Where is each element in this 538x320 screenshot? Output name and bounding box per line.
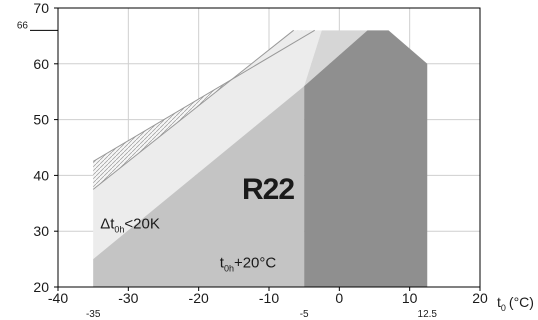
y-tick-label: 20: [33, 279, 49, 295]
region-medium-upper: [304, 30, 368, 87]
tick-labels: -40 -30 -20 -10 0 10 20 -35 -5 12.5 20 30 40 50 60 70 66: [17, 0, 488, 320]
regions: [93, 30, 428, 288]
x-tick-label: -20: [189, 290, 209, 306]
y-tick-label: 60: [33, 56, 49, 72]
x-tick-label: -10: [259, 290, 279, 306]
annotation-toh: t0h+20°C: [220, 254, 277, 273]
annotation-delta-sub: 0h: [114, 224, 124, 234]
x-tick-label: -40: [48, 290, 68, 306]
annotation-toh-main: t: [220, 254, 225, 271]
annotation-delta-rest: <20K: [124, 215, 159, 232]
annotation-delta-main: Δt: [100, 215, 115, 232]
boundary-lines: [92, 29, 315, 190]
annotation-toh-rest: +20°C: [234, 254, 276, 271]
y-tick-label: 70: [33, 0, 49, 16]
annotation-toh-sub: 0h: [224, 263, 234, 273]
x-tick-label: 20: [472, 290, 488, 306]
x-tick-label: -30: [118, 290, 138, 306]
region-dark: [304, 30, 428, 287]
region-light: [93, 30, 322, 260]
y-extra-tick-label: 66: [17, 20, 29, 31]
x-axis-label-main: t: [497, 294, 501, 310]
x-extra-tick-label: -5: [300, 309, 309, 320]
line-mid-boundary: [92, 29, 294, 190]
x-axis-label-unit: (°C): [509, 294, 534, 310]
x-extra-tick-label: -35: [86, 309, 101, 320]
x-extra-tick-label: 12.5: [418, 309, 438, 320]
x-tick-label: 0: [335, 290, 343, 306]
line-upper-boundary: [92, 29, 315, 162]
x-tick-label: 10: [402, 290, 418, 306]
y-tick-label: 50: [33, 112, 49, 128]
region-medium: [93, 86, 305, 288]
x-axis-label: t0 (°C): [497, 294, 534, 313]
x-axis-label-sub: 0: [501, 303, 506, 313]
annotation-delta: Δt0h<20K: [100, 215, 160, 234]
y-tick-label: 40: [33, 167, 49, 183]
chart-title: R22: [242, 173, 294, 206]
y-tick-label: 30: [33, 223, 49, 239]
